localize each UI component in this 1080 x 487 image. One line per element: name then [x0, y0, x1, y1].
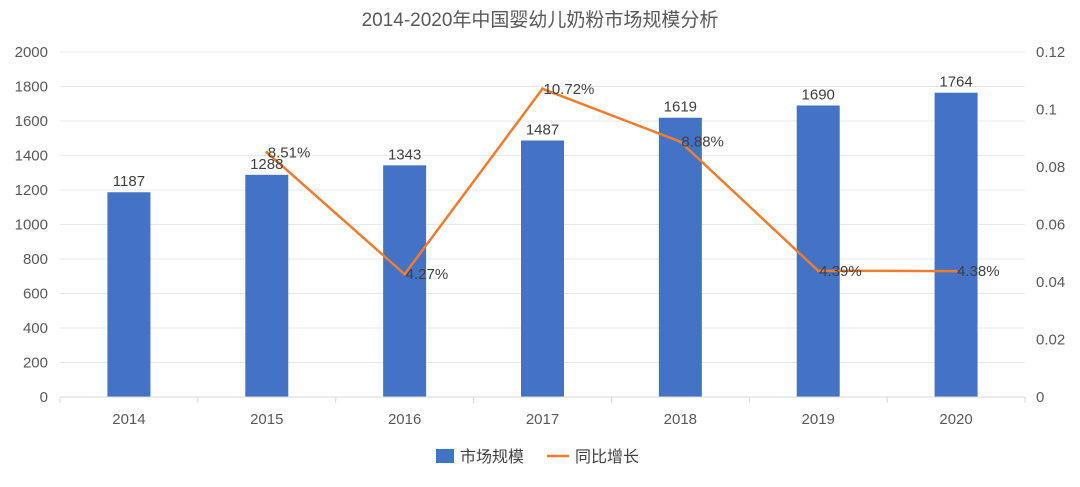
line-point	[265, 150, 269, 154]
bar	[796, 105, 840, 397]
left-tick-label: 1000	[15, 217, 48, 234]
left-tick-label: 1800	[15, 79, 48, 96]
bar-data-label: 1619	[664, 99, 697, 116]
line-point	[403, 272, 407, 276]
bar-data-label: 1690	[802, 86, 835, 103]
x-tick-label: 2020	[939, 411, 972, 428]
left-axis-ticks: 0 200 400 600 800 1000 1200 1400 1600 1800 2000	[15, 44, 48, 406]
x-tick-label: 2019	[802, 411, 835, 428]
line-data-label: 8.51%	[268, 144, 311, 161]
legend: 市场规模 同比增长	[436, 448, 639, 466]
legend-label-bar: 市场规模	[460, 448, 524, 466]
line-point	[541, 87, 544, 91]
left-tick-label: 0	[40, 389, 48, 406]
bar	[521, 140, 564, 397]
left-tick-label: 1200	[15, 182, 48, 199]
left-tick-label: 400	[23, 320, 48, 337]
right-tick-label: 0.06	[1036, 217, 1065, 234]
left-tick-label: 2000	[15, 44, 48, 61]
right-tick-label: 0.04	[1036, 274, 1065, 291]
right-tick-label: 0.08	[1036, 159, 1065, 176]
bar-data-label: 1764	[939, 74, 972, 91]
line-data-label: 4.38%	[957, 263, 1000, 280]
line-point	[678, 140, 682, 144]
line-series	[265, 87, 958, 276]
left-tick-label: 1400	[15, 148, 48, 165]
x-tick-label: 2018	[664, 411, 697, 428]
bar	[107, 192, 151, 397]
bar-data-labels: 1187 1288 1343 1487 1619 1690 1764	[113, 74, 973, 191]
x-tick-label: 2015	[250, 411, 283, 428]
line-data-labels: 8.51% 4.27% 10.72% 8.88% 4.39% 4.38%	[268, 81, 1000, 283]
line-point	[954, 269, 958, 273]
left-tick-label: 600	[23, 286, 48, 303]
x-tick-label: 2016	[388, 411, 421, 428]
bar-data-label: 1343	[388, 146, 421, 163]
line-data-label: 10.72%	[544, 81, 595, 98]
line-data-label: 4.39%	[819, 263, 862, 280]
bar	[383, 165, 427, 397]
bar	[245, 174, 289, 397]
x-tick-label: 2014	[112, 411, 145, 428]
left-tick-label: 200	[23, 355, 48, 372]
right-axis-ticks: 0 0.02 0.04 0.06 0.08 0.1 0.12	[1036, 44, 1065, 406]
left-tick-label: 800	[23, 251, 48, 268]
legend-swatch-bar	[436, 449, 454, 463]
right-tick-label: 0.1	[1036, 102, 1057, 119]
chart-title: 2014-2020年中国婴幼儿奶粉市场规模分析	[362, 9, 719, 31]
growth-line	[265, 87, 957, 276]
legend-label-line: 同比增长	[575, 448, 639, 466]
bar-data-label: 1487	[526, 121, 559, 138]
bar	[934, 92, 978, 398]
x-tick-label: 2017	[526, 411, 559, 428]
right-tick-label: 0.12	[1036, 44, 1065, 61]
bar-series	[107, 92, 978, 398]
line-point	[816, 269, 820, 273]
line-data-label: 8.88%	[681, 134, 724, 151]
bar-data-label: 1288	[250, 156, 283, 173]
right-tick-label: 0.02	[1036, 332, 1065, 349]
bar-data-label: 1187	[113, 173, 145, 190]
right-tick-label: 0	[1036, 389, 1044, 406]
x-axis-ticks: 2014 2015 2016 2017 2018 2019 2020	[59, 397, 1026, 428]
line-data-label: 4.27%	[406, 266, 449, 283]
left-tick-label: 1600	[15, 113, 48, 130]
bar	[658, 117, 702, 397]
